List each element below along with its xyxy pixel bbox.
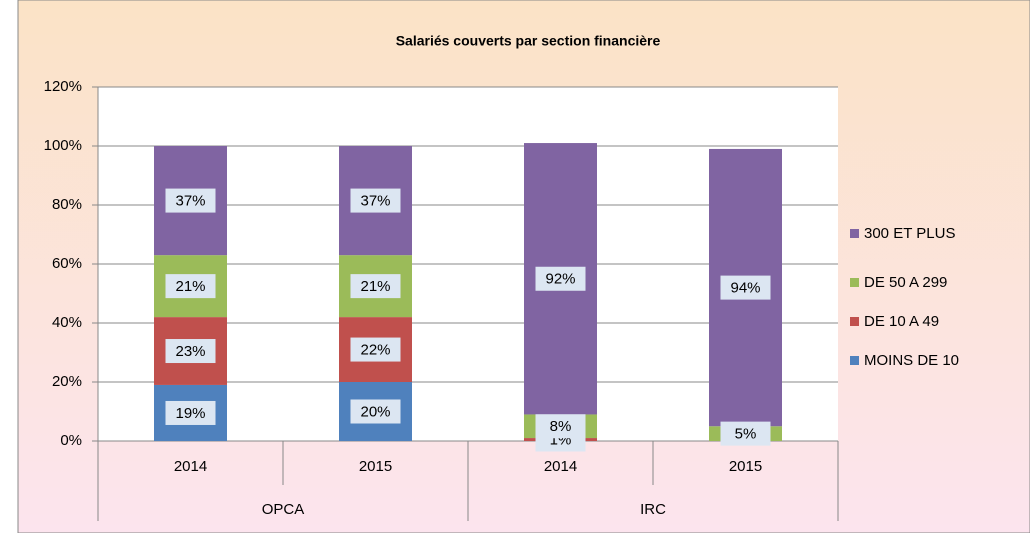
x-tick-label: 2014 xyxy=(174,458,207,475)
data-label-box xyxy=(720,421,771,446)
data-label: 23% xyxy=(175,343,205,360)
legend-swatch xyxy=(850,317,859,326)
legend-swatch xyxy=(850,356,859,365)
data-label-box xyxy=(350,188,401,213)
legend-label: MOINS DE 10 xyxy=(864,352,959,369)
data-label: 19% xyxy=(175,405,205,422)
data-label: 22% xyxy=(360,342,390,359)
data-label-box xyxy=(165,339,216,364)
x-tick-label: 2014 xyxy=(544,458,577,475)
data-label-box xyxy=(165,188,216,213)
data-label: 8% xyxy=(550,418,572,435)
y-tick-label: 0% xyxy=(60,432,82,449)
group-label: IRC xyxy=(640,501,666,518)
y-tick-label: 100% xyxy=(44,137,82,154)
x-tick-label: 2015 xyxy=(359,458,392,475)
data-label: 37% xyxy=(360,193,390,210)
y-tick-label: 120% xyxy=(44,78,82,95)
data-label-box xyxy=(350,337,401,362)
data-label: 21% xyxy=(175,278,205,295)
y-tick-label: 60% xyxy=(52,255,82,272)
legend-label: DE 50 A 299 xyxy=(864,274,947,291)
data-label: 37% xyxy=(175,193,205,210)
y-tick-label: 20% xyxy=(52,373,82,390)
data-label: 20% xyxy=(360,403,390,420)
data-label-box xyxy=(720,275,771,300)
data-label: 5% xyxy=(735,426,757,443)
data-label: 21% xyxy=(360,278,390,295)
legend-swatch xyxy=(850,229,859,238)
data-label-box xyxy=(535,414,586,439)
chart-title: Salariés couverts par section financière xyxy=(396,33,661,49)
data-label-box xyxy=(165,274,216,299)
x-tick-label: 2015 xyxy=(729,458,762,475)
legend-swatch xyxy=(850,278,859,287)
data-label: 94% xyxy=(730,280,760,297)
data-label-box xyxy=(350,274,401,299)
data-label-box xyxy=(535,266,586,291)
data-label-box xyxy=(165,400,216,425)
group-label: OPCA xyxy=(262,501,305,518)
y-tick-label: 40% xyxy=(52,314,82,331)
legend-label: 300 ET PLUS xyxy=(864,225,955,242)
legend-label: DE 10 A 49 xyxy=(864,313,939,330)
data-label-box xyxy=(350,399,401,424)
y-tick-label: 80% xyxy=(52,196,82,213)
data-label: 92% xyxy=(545,271,575,288)
